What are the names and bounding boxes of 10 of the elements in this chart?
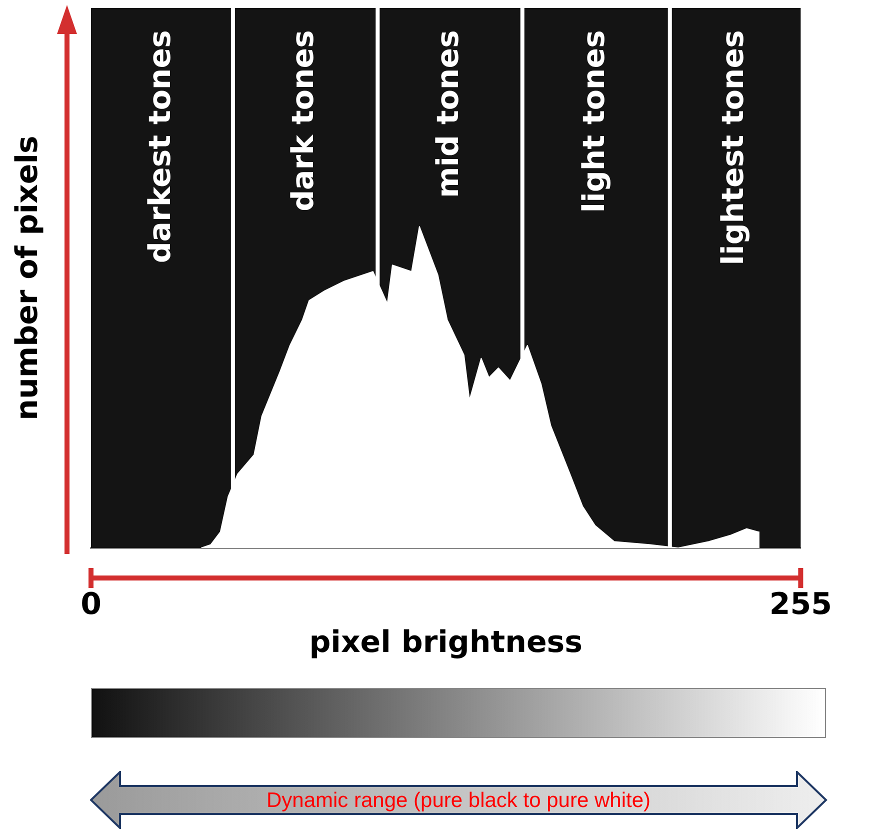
text: Dynamic range (pure black to pure white) [265,788,652,814]
band-label: mid tones [430,30,466,198]
x-tick-label: 0 [80,586,102,622]
y-axis-title: number of pixels [10,136,45,420]
x-tick-label: 255 [769,586,832,622]
x-axis-title: pixel brightness [309,624,583,660]
band-label: lightest tones [716,30,752,266]
band-label: dark tones [286,30,322,212]
band-label: darkest tones [142,30,178,264]
band-label: light tones [576,30,612,213]
